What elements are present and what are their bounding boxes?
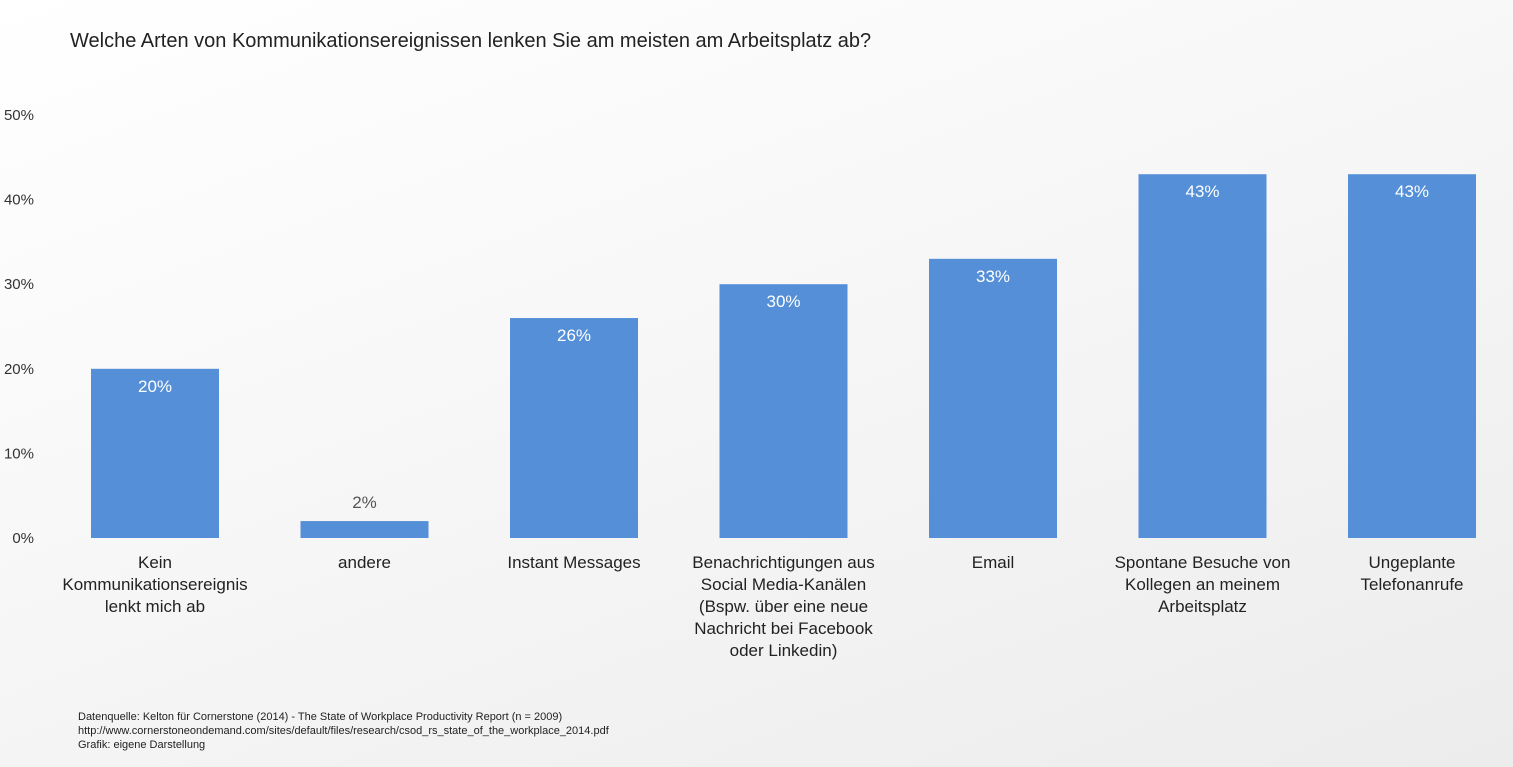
footnote-credit: Grafik: eigene Darstellung xyxy=(78,739,206,751)
y-tick-label: 0% xyxy=(12,530,34,547)
bar xyxy=(1348,174,1476,538)
y-tick-label: 10% xyxy=(4,445,34,462)
bar xyxy=(91,368,219,538)
bar xyxy=(719,284,848,538)
chart-title: Welche Arten von Kommunikationsereigniss… xyxy=(70,30,872,52)
y-tick-label: 30% xyxy=(4,276,34,293)
category-label: Spontane Besuche von Kollegen an meinem Ar… xyxy=(1115,553,1291,616)
x-axis: Kein Kommunikationsereignis lenkt mich ab a… xyxy=(62,553,1463,660)
category-label: Email xyxy=(972,553,1015,572)
value-labels: 20% 2% 26% 30% 33% 43% 43% xyxy=(138,182,1429,512)
category-label: Instant Messages xyxy=(507,553,640,572)
y-tick-label: 50% xyxy=(4,107,34,124)
y-tick-label: 20% xyxy=(4,361,34,378)
data-label: 33% xyxy=(976,267,1010,286)
bar xyxy=(929,258,1057,538)
bars xyxy=(91,174,1476,538)
footnote-url: http://www.cornerstoneondemand.com/sites… xyxy=(78,725,609,737)
data-label: 30% xyxy=(766,292,800,311)
data-label: 2% xyxy=(352,493,377,512)
y-axis: 0% 10% 20% 30% 40% 50% xyxy=(4,107,34,547)
bar xyxy=(510,318,638,538)
source-footnote: Datenquelle: Kelton für Cornerstone (201… xyxy=(78,710,609,752)
y-tick-label: 40% xyxy=(4,192,34,209)
category-label: Benachrichtigungen aus Social Media-Kanäl… xyxy=(692,553,874,660)
bar xyxy=(300,521,429,538)
category-label: andere xyxy=(338,553,391,572)
data-label: 43% xyxy=(1185,182,1219,201)
category-label: Kein Kommunikationsereignis lenkt mich ab xyxy=(62,553,247,616)
data-label: 20% xyxy=(138,377,172,396)
footnote-source: Datenquelle: Kelton für Cornerstone (201… xyxy=(78,711,563,723)
category-label: Ungeplante Telefonanrufe xyxy=(1360,553,1463,594)
data-label: 26% xyxy=(557,326,591,345)
bar xyxy=(1138,174,1267,538)
data-label: 43% xyxy=(1395,182,1429,201)
